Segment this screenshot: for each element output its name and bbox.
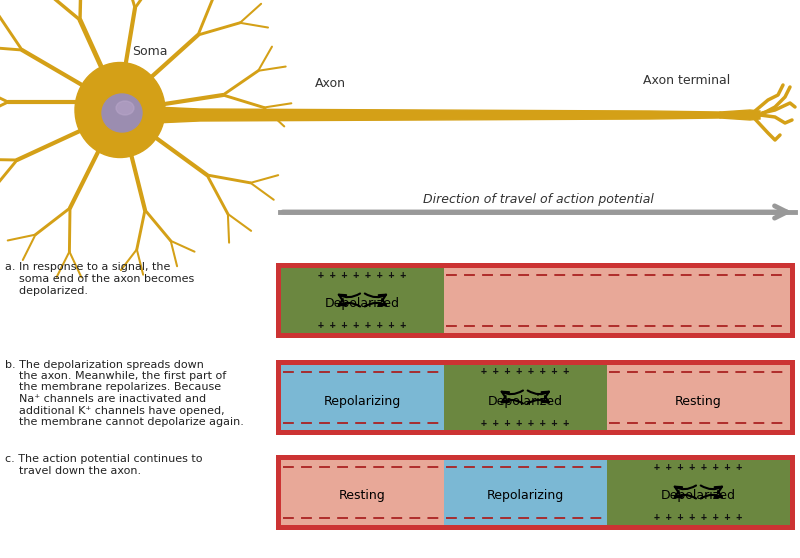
Text: Soma: Soma [132,45,168,58]
FancyBboxPatch shape [281,459,444,525]
FancyBboxPatch shape [444,267,790,333]
Text: Depolarized: Depolarized [661,489,736,503]
FancyBboxPatch shape [444,459,606,525]
Text: depolarized.: depolarized. [5,286,88,296]
Text: a. In response to a signal, the: a. In response to a signal, the [5,262,170,272]
FancyBboxPatch shape [606,364,790,430]
Text: + + + + + + + +: + + + + + + + + [318,320,406,330]
Text: the membrane repolarizes. Because: the membrane repolarizes. Because [5,382,221,392]
Ellipse shape [116,101,134,115]
FancyBboxPatch shape [276,262,795,338]
FancyBboxPatch shape [444,364,606,430]
FancyBboxPatch shape [276,359,795,435]
Text: the membrane cannot depolarize again.: the membrane cannot depolarize again. [5,417,244,427]
Text: Direction of travel of action potential: Direction of travel of action potential [422,193,654,206]
Text: Na⁺ channels are inactivated and: Na⁺ channels are inactivated and [5,394,206,404]
FancyBboxPatch shape [276,455,795,530]
Text: travel down the axon.: travel down the axon. [5,466,141,476]
Text: + + + + + + + +: + + + + + + + + [318,270,406,280]
Text: Depolarized: Depolarized [325,297,400,310]
Text: Depolarized: Depolarized [488,395,563,407]
Text: Axon: Axon [314,77,346,90]
Text: + + + + + + + +: + + + + + + + + [482,367,570,377]
FancyBboxPatch shape [281,364,444,430]
Text: Repolarizing: Repolarizing [324,395,401,407]
Text: + + + + + + + +: + + + + + + + + [482,417,570,427]
Text: + + + + + + + +: + + + + + + + + [654,461,742,472]
Polygon shape [155,107,730,123]
Text: soma end of the axon becomes: soma end of the axon becomes [5,274,194,284]
Text: the axon. Meanwhile, the first part of: the axon. Meanwhile, the first part of [5,371,226,381]
Text: c. The action potential continues to: c. The action potential continues to [5,455,202,464]
Text: additional K⁺ channels have opened,: additional K⁺ channels have opened, [5,406,225,416]
Text: + + + + + + + +: + + + + + + + + [654,512,742,522]
Text: Resting: Resting [675,395,722,407]
FancyBboxPatch shape [281,267,444,333]
Text: Axon terminal: Axon terminal [642,74,730,87]
Text: Resting: Resting [339,489,386,503]
Text: Repolarizing: Repolarizing [486,489,564,503]
Ellipse shape [102,94,142,132]
Ellipse shape [75,62,165,157]
Text: b. The depolarization spreads down: b. The depolarization spreads down [5,359,204,369]
Polygon shape [720,110,760,120]
FancyBboxPatch shape [606,459,790,525]
